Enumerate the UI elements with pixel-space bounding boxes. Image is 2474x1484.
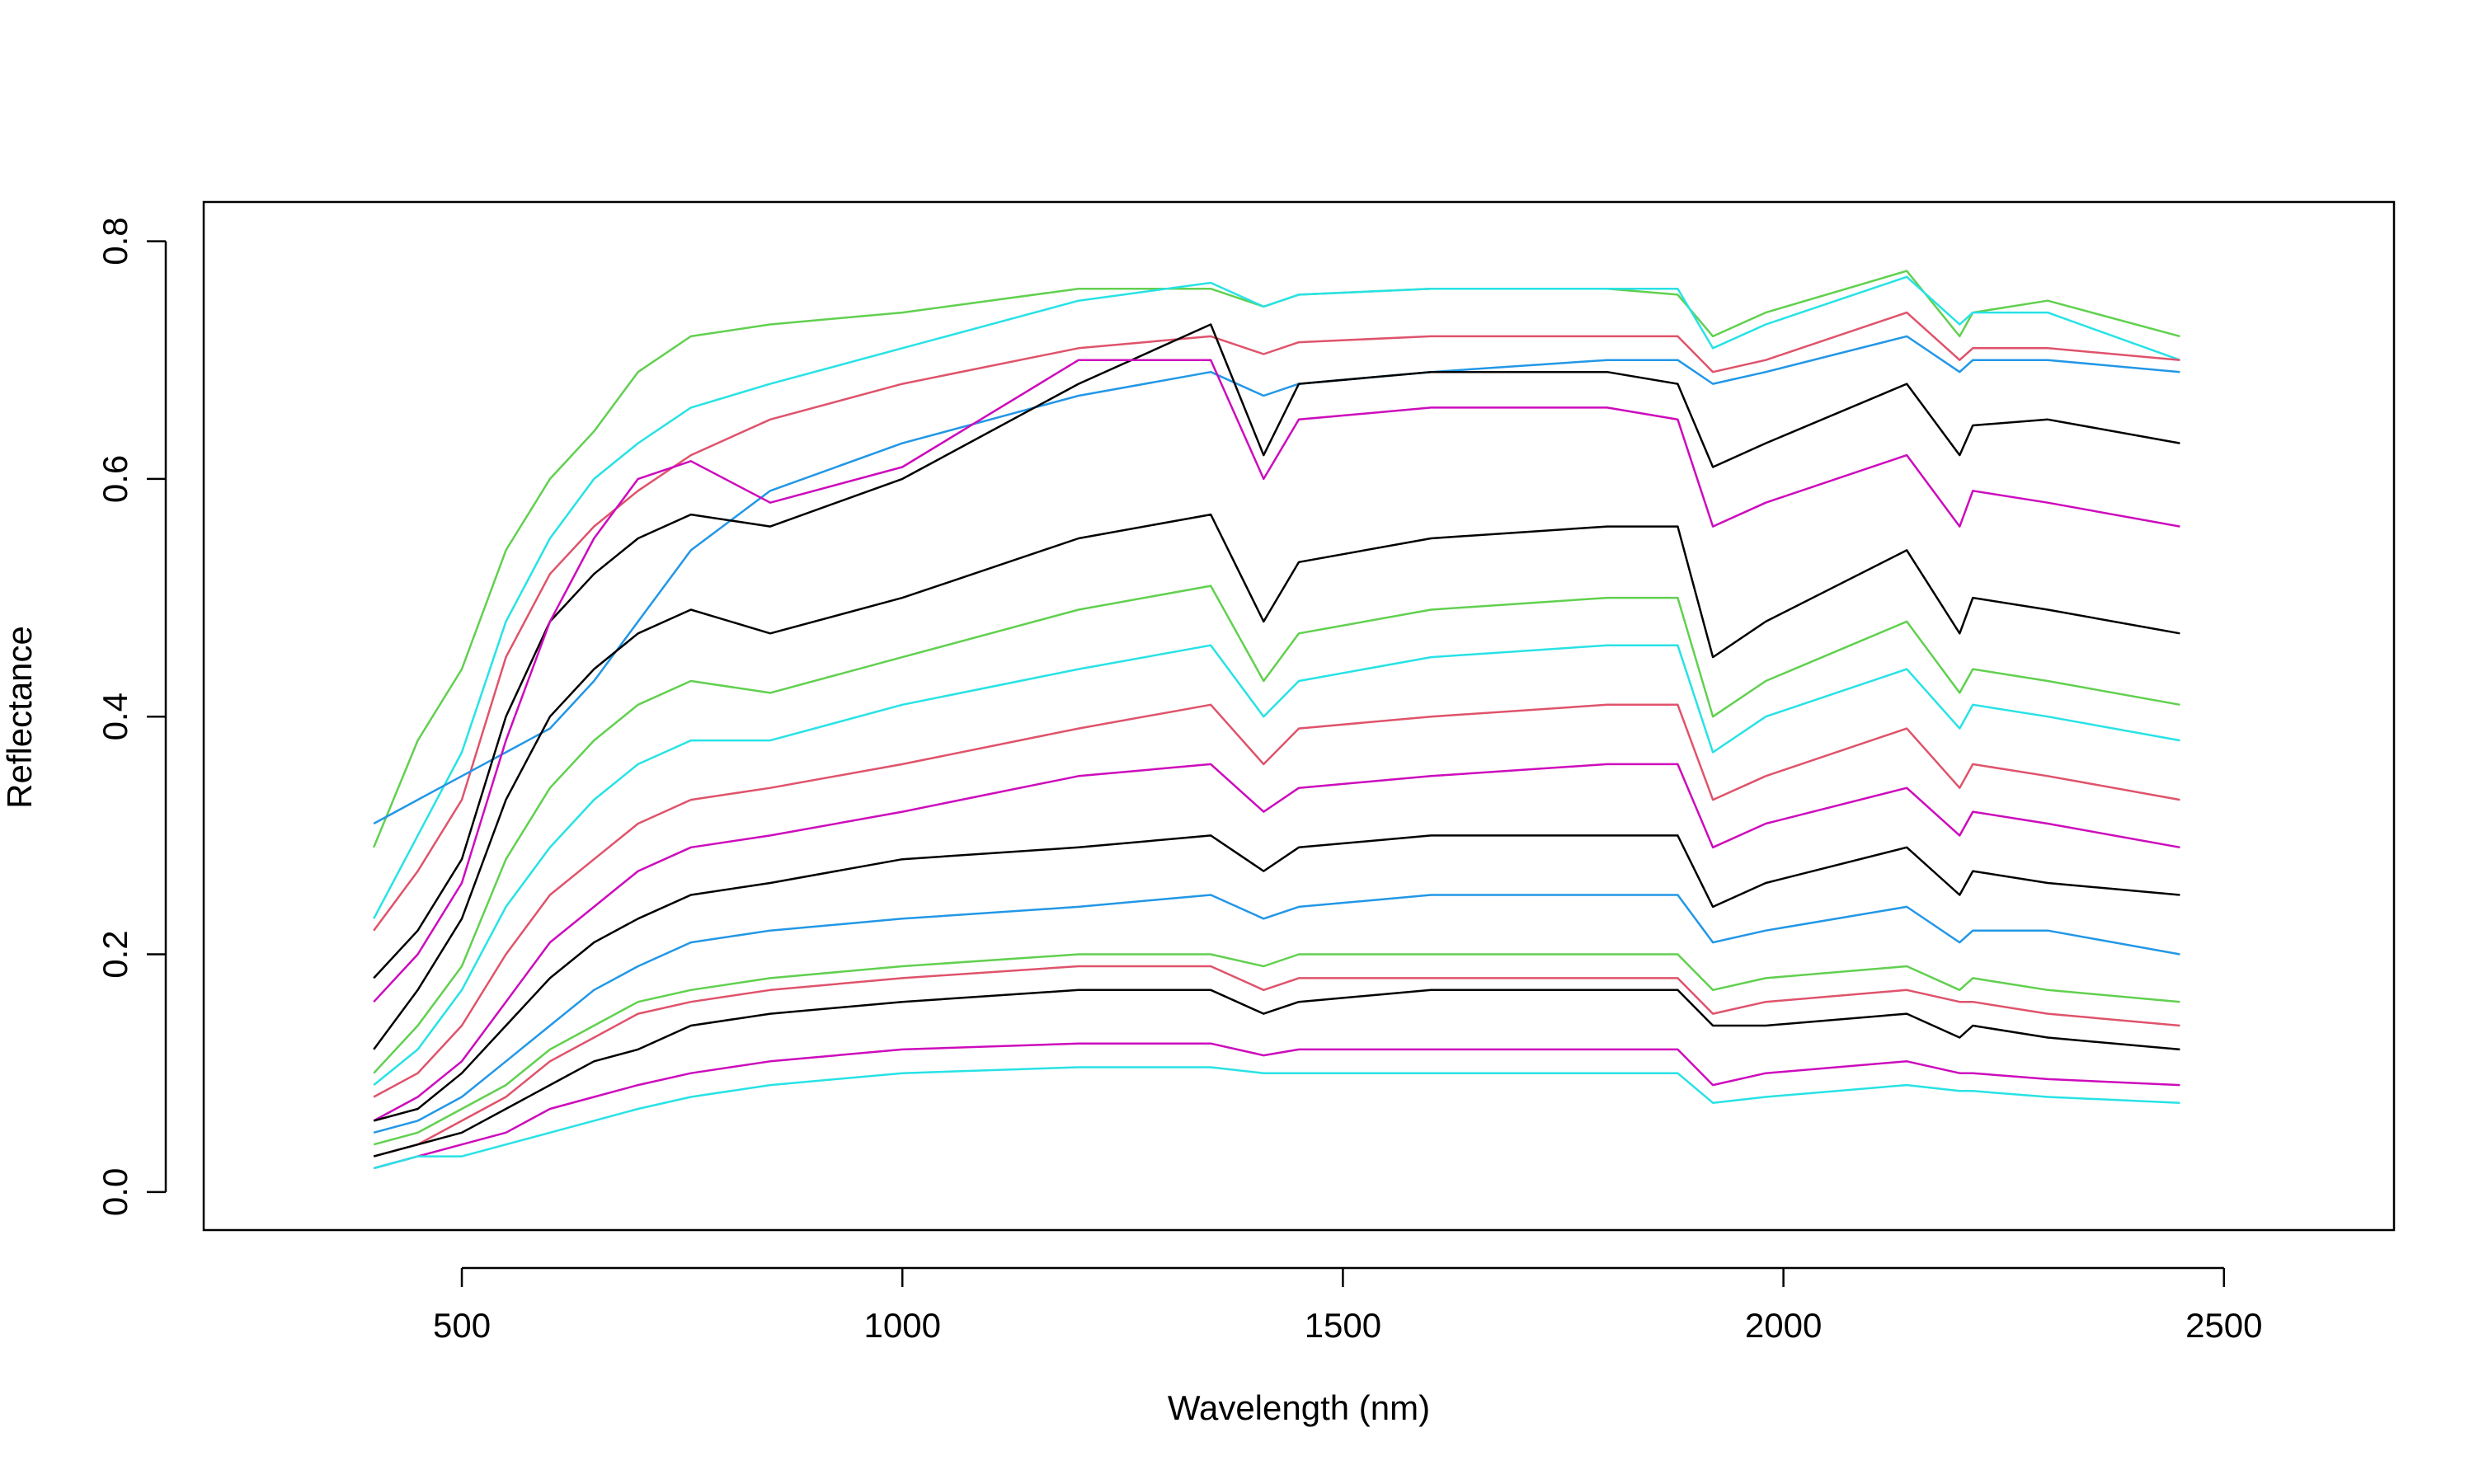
spectrum-line bbox=[373, 989, 2180, 1158]
x-tick-label: 1500 bbox=[1305, 1306, 1381, 1345]
x-axis-label: Wavelength (nm) bbox=[1168, 1388, 1430, 1427]
spectrum-line bbox=[373, 644, 2180, 1087]
spectrum-line bbox=[373, 1042, 2180, 1170]
spectrum-line bbox=[373, 953, 2180, 1146]
spectrum-line bbox=[373, 834, 2180, 1122]
y-tick-label: 0.4 bbox=[96, 693, 134, 740]
spectrum-line bbox=[373, 275, 2180, 919]
x-tick-label: 2000 bbox=[1745, 1306, 1822, 1345]
x-tick-label: 500 bbox=[433, 1306, 491, 1345]
spectrum-line bbox=[373, 323, 2180, 979]
spectrum-line bbox=[373, 359, 2180, 1003]
spectrum-line bbox=[373, 763, 2180, 1122]
spectrum-line bbox=[373, 513, 2180, 1050]
x-tick-label: 1000 bbox=[864, 1306, 941, 1345]
spectrum-line bbox=[373, 1066, 2180, 1170]
spectrum-line bbox=[373, 894, 2180, 1134]
spectrum-line bbox=[373, 270, 2180, 848]
y-axis-label: Reflectance bbox=[0, 626, 39, 809]
x-tick-label: 2500 bbox=[2185, 1306, 2262, 1345]
plot-lines bbox=[373, 270, 2180, 1170]
y-tick-label: 0.6 bbox=[96, 455, 134, 503]
y-tick-label: 0.0 bbox=[96, 1168, 134, 1216]
spectrum-line bbox=[373, 965, 2180, 1158]
plot-frame bbox=[202, 200, 2396, 1232]
y-tick-label: 0.2 bbox=[96, 930, 134, 978]
spectrum-line bbox=[373, 311, 2180, 932]
spectrum-line bbox=[373, 585, 2180, 1074]
spectrum-line bbox=[373, 703, 2180, 1098]
y-tick-label: 0.8 bbox=[96, 217, 134, 265]
